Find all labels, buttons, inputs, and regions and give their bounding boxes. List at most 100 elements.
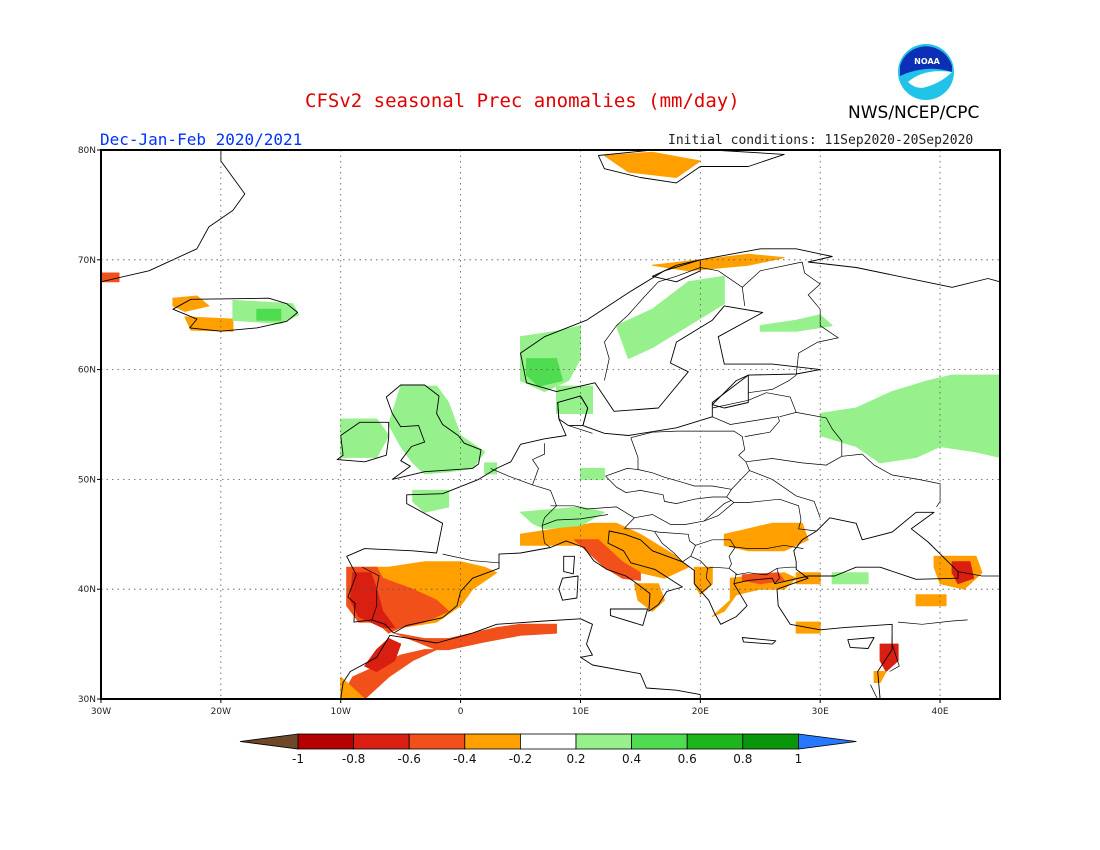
anomaly-region	[340, 418, 390, 458]
country-border	[634, 514, 659, 519]
colorbar-low-arrow	[239, 733, 299, 750]
lat-tick-label: 50N	[78, 475, 96, 485]
country-border	[658, 499, 732, 525]
anomaly-region	[723, 522, 809, 552]
colorbar-box	[297, 733, 354, 750]
colorbar-label: -0.6	[397, 752, 420, 766]
anomaly-region	[759, 314, 833, 332]
axis-layer: 30W 20W 10W 0 10E 20E 30E 40E 30N 40N 50N 60N 70N 80N	[78, 146, 1001, 717]
anomaly-region	[831, 572, 869, 585]
colorbar-label: -0.4	[453, 752, 476, 766]
lon-tick-label: 20E	[692, 707, 709, 717]
map-frame	[100, 149, 1001, 700]
country-border	[637, 469, 732, 490]
lat-tick-label: 30N	[78, 695, 96, 705]
country-border	[605, 475, 664, 496]
anomaly-region	[184, 316, 234, 332]
colorbar-high-arrow	[798, 733, 857, 750]
country-border	[541, 514, 609, 526]
country-border	[604, 267, 701, 381]
colorbar: -1 -0.8 -0.6 -0.4 -0.2 0.2 0.4 0.6 0.8 1	[239, 733, 857, 766]
coastline	[651, 259, 701, 283]
coastline	[336, 421, 390, 463]
coastline	[741, 637, 777, 645]
anomaly-region	[879, 643, 899, 672]
lat-tick-label: 80N	[78, 146, 96, 156]
colorbar-label: -0.8	[342, 752, 365, 766]
country-border	[442, 553, 500, 564]
country-border	[748, 374, 797, 394]
country-border	[796, 412, 843, 457]
border-layer	[101, 150, 1000, 699]
lon-tick-label: 10E	[572, 707, 589, 717]
country-border	[726, 489, 735, 503]
country-border	[741, 287, 746, 306]
country-border	[774, 568, 780, 584]
country-border	[749, 470, 821, 518]
anomaly-region	[873, 671, 887, 683]
anomaly-region	[172, 295, 210, 312]
country-border	[695, 539, 736, 569]
colorbar-box	[631, 733, 688, 750]
anomaly-region	[580, 467, 605, 480]
colorbar-label: 0.8	[733, 752, 752, 766]
lon-tick-label: 40E	[931, 707, 948, 717]
lon-tick-label: 20W	[211, 707, 231, 717]
country-border	[662, 494, 727, 504]
initial-conditions: Initial conditions: 11Sep2020-20Sep2020	[668, 133, 974, 148]
country-border	[623, 528, 696, 563]
colorbar-box	[464, 733, 521, 750]
colorbar-label: 1	[795, 752, 803, 766]
country-border	[531, 443, 545, 486]
country-border	[568, 425, 593, 434]
lat-tick-label: 70N	[78, 256, 96, 266]
coastline	[557, 395, 589, 427]
colorbar-box	[353, 733, 410, 750]
anomaly-region	[340, 676, 366, 699]
coastline	[346, 248, 1000, 699]
anomaly-region	[819, 374, 1000, 464]
lat-tick-label: 40N	[78, 585, 96, 595]
lon-tick-label: 30E	[812, 707, 829, 717]
lat-tick-label: 60N	[78, 366, 96, 376]
colorbar-label: 0.6	[678, 752, 697, 766]
map-title: CFSv2 seasonal Prec anomalies (mm/day)	[305, 90, 740, 112]
anomaly-region	[915, 594, 947, 607]
coastline	[558, 575, 579, 601]
country-border	[735, 566, 797, 576]
country-border	[898, 619, 968, 625]
anomaly-region	[256, 308, 282, 321]
svg-text:NOAA: NOAA	[914, 57, 940, 66]
lon-tick-label: 30W	[91, 707, 111, 717]
lon-tick-label: 0	[458, 707, 464, 717]
coastline	[597, 150, 785, 184]
colorbar-label: -1	[292, 752, 304, 766]
grid-layer	[101, 150, 1000, 699]
anomaly-region	[615, 275, 725, 360]
colorbar-box	[742, 733, 799, 750]
colorbar-label: -0.2	[509, 752, 532, 766]
colorbar-box	[575, 733, 632, 750]
colorbar-label: 0.2	[566, 752, 585, 766]
country-border	[729, 544, 804, 549]
country-border	[630, 430, 750, 490]
agency-label: NWS/NCEP/CPC	[848, 103, 980, 123]
country-border	[870, 684, 878, 699]
coastline	[847, 637, 875, 649]
country-border	[861, 453, 941, 508]
country-border	[550, 505, 635, 528]
country-border	[745, 453, 863, 466]
colorbar-box	[520, 733, 577, 750]
colorbar-label: 0.4	[622, 752, 641, 766]
country-border	[700, 568, 712, 594]
coastline	[340, 618, 701, 699]
coastline	[101, 150, 246, 283]
country-border	[889, 635, 900, 672]
country-border	[795, 261, 840, 376]
lon-tick-label: 10W	[331, 707, 351, 717]
forecast-period: Dec-Jan-Feb 2020/2021	[100, 130, 303, 149]
anomaly-region	[526, 358, 563, 387]
coastline	[385, 384, 482, 480]
colorbar-box	[686, 733, 744, 750]
